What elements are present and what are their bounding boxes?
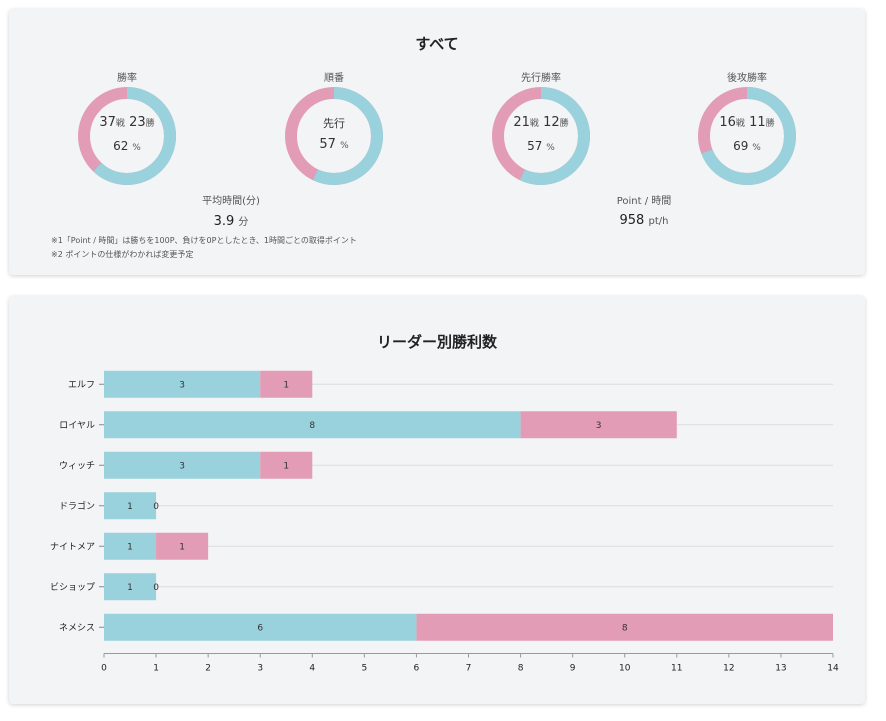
leader-chart-card: リーダー別勝利数 エルフ 3 1 ロイヤル 8 3 ウィッチ 3 1 ドラゴン 1 0 ナイトメア 1 1 ビ… <box>9 296 865 704</box>
note-1: ※1「Point / 時間」は勝ちを100P、負けを0Pとしたとき、1時間ごとの… <box>51 236 357 245</box>
donut-win-arc <box>492 87 590 185</box>
bar-value-label: 0 <box>153 502 159 512</box>
bar-segment <box>104 451 261 479</box>
points-value: 958 pt/h <box>619 213 669 228</box>
bar-segment <box>416 613 833 641</box>
donut-win-arc <box>698 87 796 185</box>
bar-value-label: 1 <box>283 461 289 471</box>
donut-label: 先行勝率 <box>521 73 561 84</box>
bar-segment <box>520 411 677 439</box>
x-tick-label: 6 <box>414 664 420 674</box>
x-tick-label: 1 <box>153 664 159 674</box>
x-tick-label: 2 <box>205 664 211 674</box>
bar-value-label: 1 <box>127 583 133 593</box>
donut-label: 勝率 <box>117 73 137 84</box>
x-tick-label: 13 <box>775 664 786 674</box>
bar-value-label: 6 <box>257 623 263 633</box>
x-tick-label: 5 <box>361 664 367 674</box>
bar-value-label: 1 <box>127 502 133 512</box>
category-label: ビショップ <box>50 582 95 593</box>
points-label: Point / 時間 <box>616 196 672 207</box>
note-2: ※2 ポイントの仕様がわかれば変更予定 <box>51 250 194 259</box>
category-label: ネメシス <box>59 622 95 633</box>
donut-record: 16戦 11勝 <box>719 115 775 130</box>
points-per-hour-metric: Point / 時間 958 pt/h <box>589 192 699 228</box>
donut-percent: 57 % <box>527 139 555 153</box>
avg-time-value: 3.9 分 <box>213 214 249 229</box>
x-tick-label: 14 <box>827 664 839 674</box>
donut-ring <box>285 87 383 185</box>
category-label: ロイヤル <box>59 421 95 431</box>
bar-value-label: 0 <box>153 583 159 593</box>
bar-value-label: 1 <box>179 542 185 552</box>
bar-segment <box>104 370 261 398</box>
avg-time-label: 平均時間(分) <box>202 196 260 207</box>
donut-win-arc <box>78 87 176 185</box>
bar-segment <box>156 532 209 560</box>
donut-center-text: 先行 <box>323 117 345 130</box>
bar-value-label: 8 <box>309 421 315 431</box>
x-tick-label: 4 <box>309 664 315 674</box>
x-tick-label: 9 <box>570 664 576 674</box>
bar-value-label: 3 <box>179 461 185 471</box>
donut-label: 後攻勝率 <box>727 73 767 84</box>
x-tick-label: 8 <box>518 664 524 674</box>
bar-segment <box>104 411 521 439</box>
category-label: ドラゴン <box>59 500 95 512</box>
chart-title: リーダー別勝利数 <box>376 333 497 351</box>
bar-segment <box>104 492 157 520</box>
donut-percent: 69 % <box>733 139 761 153</box>
x-tick-label: 7 <box>466 664 472 674</box>
avg-time-metric: 平均時間(分) 3.9 分 <box>181 192 281 229</box>
bar-value-label: 1 <box>283 380 289 390</box>
bar-value-label: 8 <box>622 623 628 633</box>
summary-card: すべて 勝率 37戦 23勝 62 % 順番 先行 57 % 先行勝率 21戦 … <box>9 9 865 275</box>
category-label: ナイトメア <box>50 541 95 552</box>
bar-segment <box>104 573 157 601</box>
bar-segment <box>104 532 157 560</box>
donut-ring <box>78 87 176 185</box>
donut-percent: 62 % <box>113 139 141 153</box>
donut-record: 37戦 23勝 <box>99 115 155 130</box>
donut-ring <box>492 87 590 185</box>
donut-win-arc <box>285 87 383 185</box>
donut-percent: 57 % <box>319 137 349 152</box>
bar-segment <box>104 613 417 641</box>
summary-title: すべて <box>415 35 459 53</box>
bar-value-label: 3 <box>179 380 185 390</box>
donut-label: 順番 <box>324 73 344 84</box>
x-tick-label: 0 <box>101 664 107 674</box>
bar-segment <box>260 451 313 479</box>
bar-value-label: 3 <box>596 421 602 431</box>
bar-segment <box>260 370 313 398</box>
category-label: ウィッチ <box>59 460 95 471</box>
x-tick-label: 3 <box>257 664 263 674</box>
x-tick-label: 10 <box>619 664 631 674</box>
bar-value-label: 1 <box>127 542 133 552</box>
x-tick-label: 12 <box>723 664 734 674</box>
x-tick-label: 11 <box>671 664 682 674</box>
category-label: エルフ <box>68 380 95 390</box>
donut-ring <box>698 87 796 185</box>
donut-record: 21戦 12勝 <box>513 115 569 130</box>
